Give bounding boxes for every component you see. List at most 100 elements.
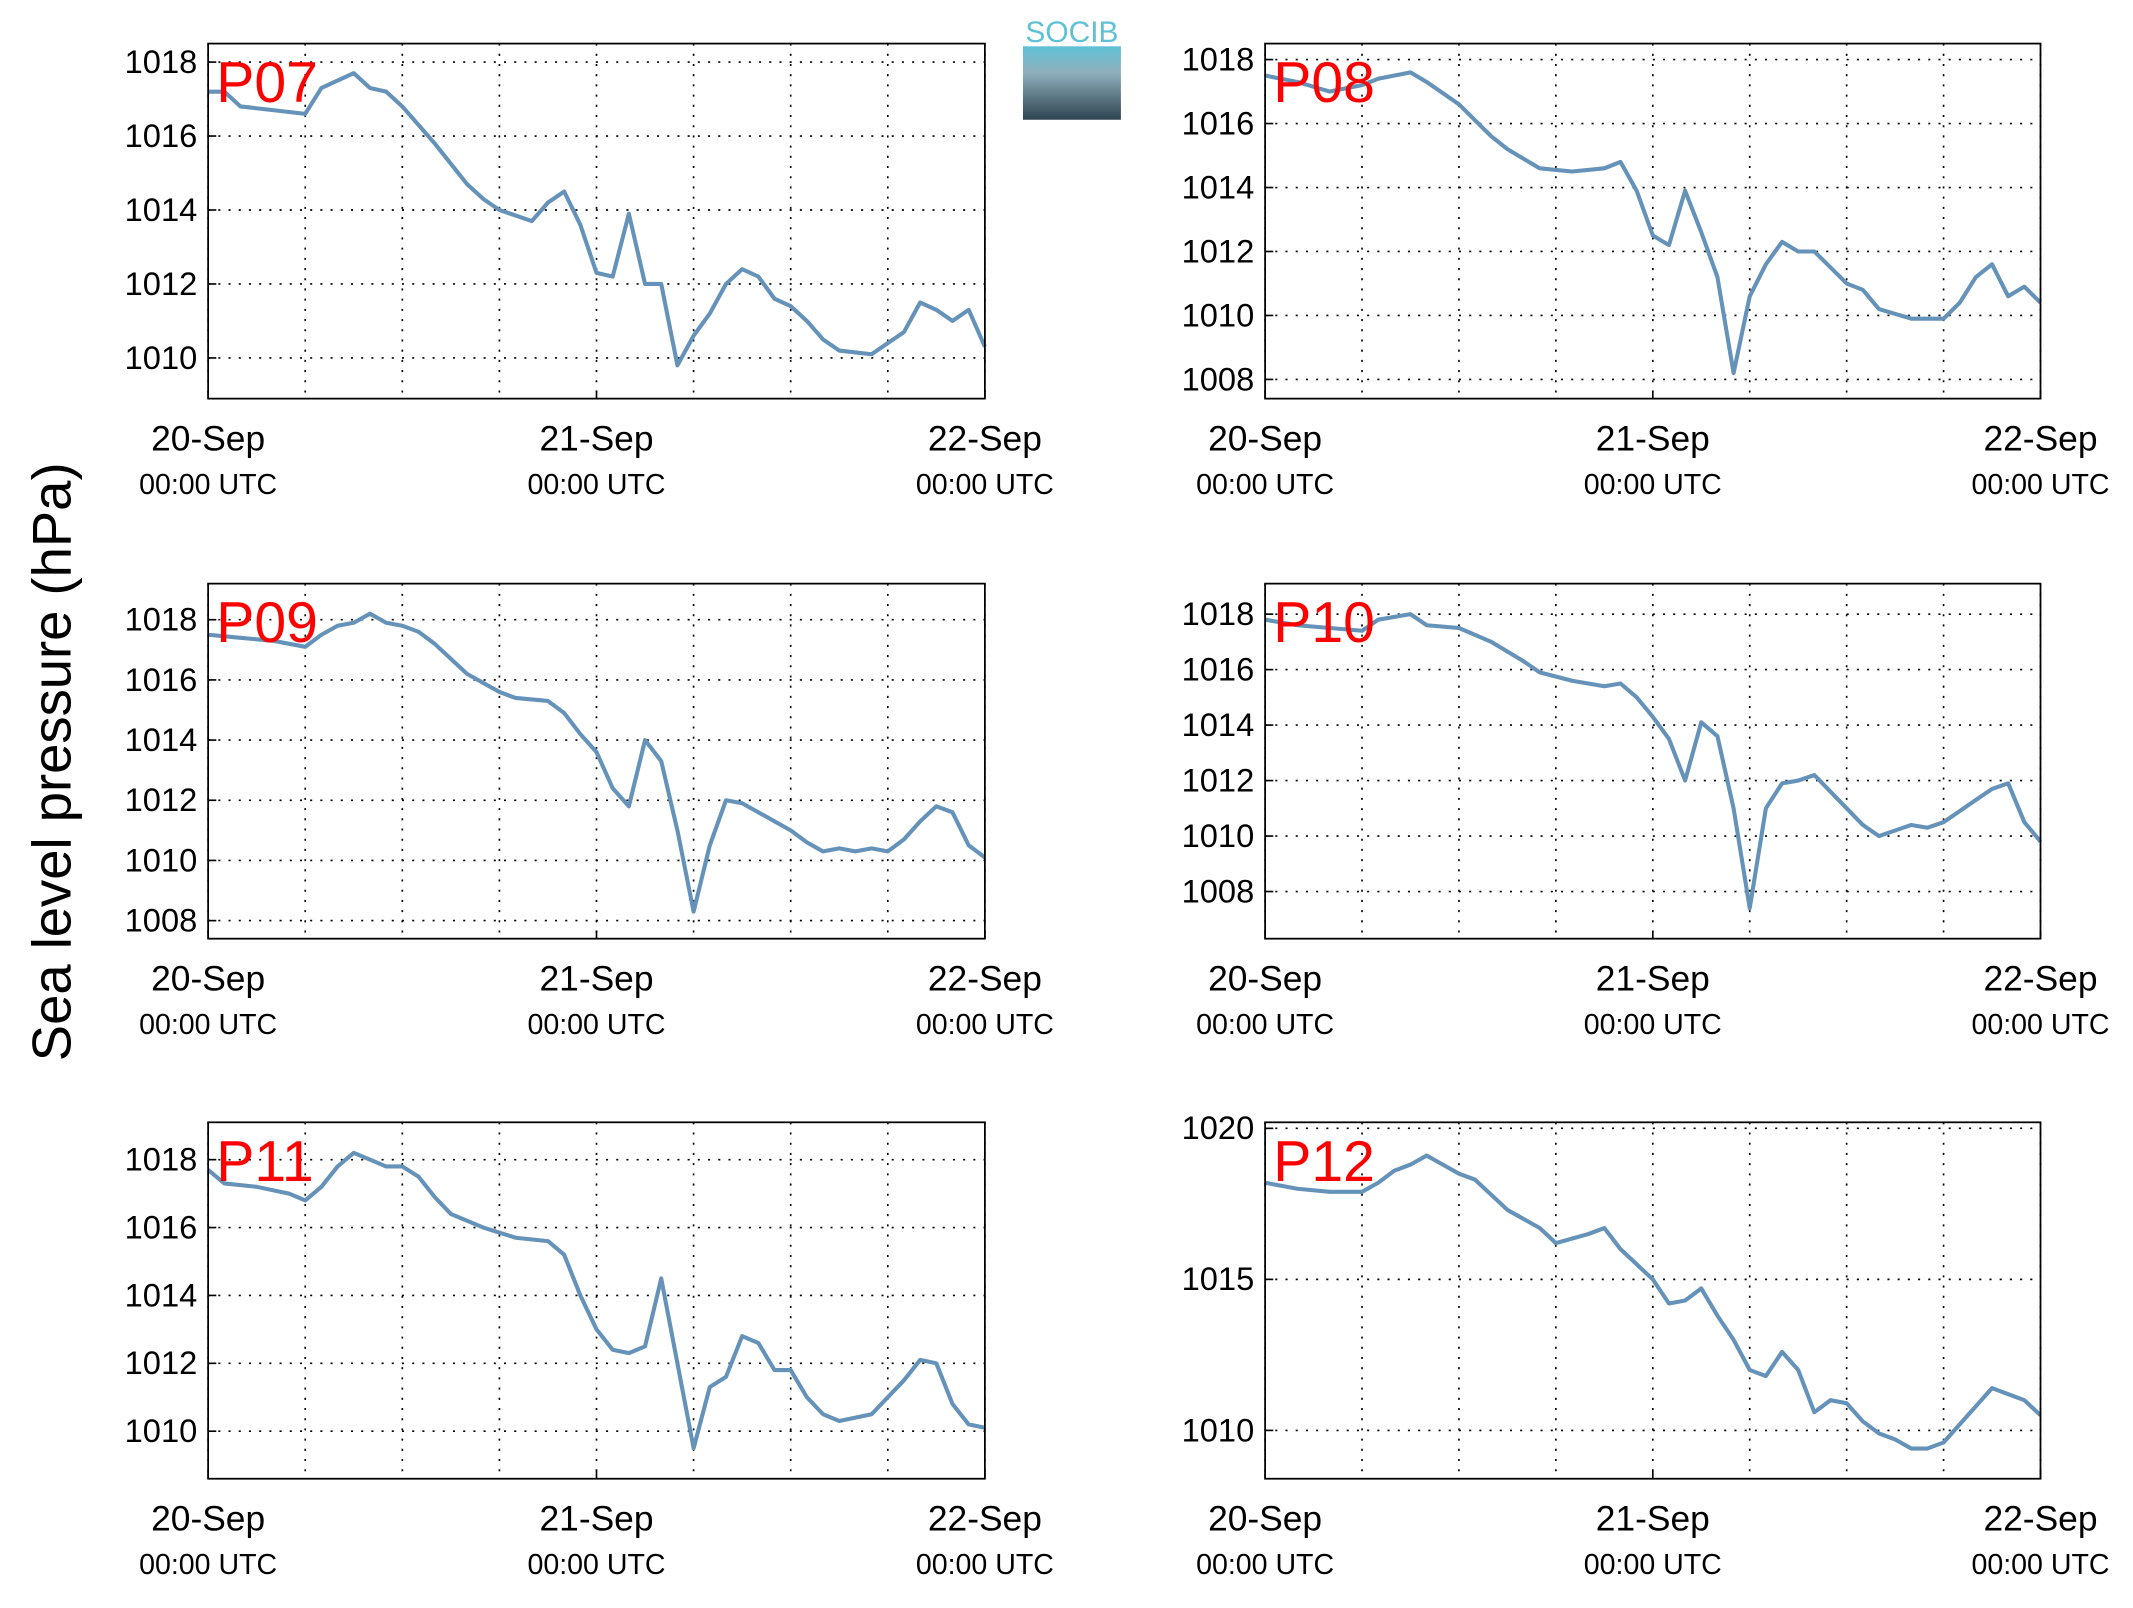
x-tick-sublabel: 00:00 UTC — [527, 469, 665, 501]
data-line — [206, 1150, 986, 1451]
y-tick-label: 1010 — [125, 841, 198, 878]
panel-title: P07 — [216, 51, 318, 115]
x-tick-label: 20-Sep — [151, 959, 265, 998]
y-tick-label: 1010 — [125, 1412, 198, 1449]
plot-frame — [1264, 42, 2042, 400]
y-tick-label: 1014 — [125, 191, 198, 228]
x-tick-sublabel: 00:00 UTC — [139, 1549, 277, 1581]
panel: 1010 1015 1020 20-Sep 00:00 UTC 21-Sep 00:00 U… — [1182, 1109, 2110, 1581]
logo: SOCIB — [1022, 16, 1121, 120]
plot-area — [1265, 43, 2041, 399]
plot-area — [1265, 1122, 2041, 1479]
y-axis-label: Sea level pressure (hPa) — [22, 462, 83, 1061]
y-tick-label: 1018 — [1182, 595, 1255, 632]
y-tick-label: 1012 — [1182, 232, 1255, 269]
y-tick-label: 1012 — [125, 265, 198, 302]
y-tick-label: 1016 — [125, 117, 198, 154]
y-tick-label: 1020 — [1182, 1109, 1255, 1146]
x-tick-label: 20-Sep — [151, 419, 265, 458]
y-tick-label: 1008 — [125, 902, 198, 939]
data-line — [1264, 70, 2042, 376]
plot-frame — [1264, 1121, 2042, 1480]
panel-title: P10 — [1273, 591, 1375, 655]
x-tick-label: 20-Sep — [1208, 419, 1322, 458]
x-tick-label: 21-Sep — [1596, 959, 1710, 998]
panel: 1008 1010 1012 1014 1016 1018 20-Sep 00:00 UTC 2… — [125, 582, 1054, 1041]
y-tick-label: 1010 — [1182, 296, 1255, 333]
x-tick-sublabel: 00:00 UTC — [139, 469, 277, 501]
panel: 1008 1010 1012 1014 1016 1018 20-Sep 00:00 UTC 2… — [1182, 582, 2110, 1041]
x-tick-label: 22-Sep — [928, 1499, 1042, 1538]
y-tick-label: 1008 — [1182, 360, 1255, 397]
x-tick-label: 22-Sep — [928, 419, 1042, 458]
y-tick-label: 1018 — [125, 43, 198, 80]
plot-frame — [207, 42, 986, 400]
y-tick-label: 1018 — [125, 1141, 198, 1178]
y-tick-label: 1010 — [1182, 817, 1255, 854]
y-tick-label: 1016 — [125, 1208, 198, 1245]
x-tick-label: 21-Sep — [539, 1499, 653, 1538]
x-tick-label: 22-Sep — [1983, 419, 2097, 458]
x-tick-sublabel: 00:00 UTC — [1584, 1009, 1722, 1041]
data-line — [208, 71, 987, 368]
y-tick-label: 1016 — [1182, 650, 1255, 687]
x-tick-label: 21-Sep — [1596, 419, 1710, 458]
x-tick-sublabel: 00:00 UTC — [527, 1549, 665, 1581]
y-tick-label: 1015 — [1182, 1260, 1255, 1297]
x-tick-sublabel: 00:00 UTC — [527, 1009, 665, 1041]
x-tick-sublabel: 00:00 UTC — [916, 1009, 1054, 1041]
y-tick-label: 1016 — [1182, 104, 1255, 141]
y-tick-label: 1016 — [125, 661, 198, 698]
y-tick-label: 1018 — [125, 601, 198, 638]
x-tick-label: 22-Sep — [928, 959, 1042, 998]
y-tick-label: 1012 — [1182, 761, 1255, 798]
y-tick-label: 1012 — [125, 781, 198, 818]
y-tick-label: 1010 — [125, 339, 198, 376]
x-tick-label: 21-Sep — [539, 959, 653, 998]
x-tick-sublabel: 00:00 UTC — [1196, 469, 1334, 501]
panel: 1010 1012 1014 1016 1018 20-Sep 00:00 UTC 21-Se… — [125, 42, 1054, 501]
logo-text: SOCIB — [1025, 16, 1118, 49]
x-tick-label: 20-Sep — [1208, 1499, 1322, 1538]
x-tick-sublabel: 00:00 UTC — [1584, 1549, 1722, 1581]
x-tick-sublabel: 00:00 UTC — [139, 1009, 277, 1041]
x-tick-label: 21-Sep — [539, 419, 653, 458]
panel-title: P11 — [216, 1130, 313, 1194]
x-tick-sublabel: 00:00 UTC — [916, 1549, 1054, 1581]
y-tick-label: 1014 — [125, 1276, 198, 1313]
x-tick-sublabel: 00:00 UTC — [1971, 1549, 2109, 1581]
y-tick-label: 1014 — [125, 721, 198, 758]
x-tick-label: 21-Sep — [1596, 1499, 1710, 1538]
x-tick-label: 20-Sep — [1208, 959, 1322, 998]
x-tick-label: 22-Sep — [1983, 959, 2097, 998]
panel: 1008 1010 1012 1014 1016 1018 20-Sep 00:00 UTC 2… — [1182, 40, 2110, 500]
x-tick-label: 20-Sep — [151, 1499, 265, 1538]
data-line — [207, 611, 987, 914]
plot-area — [208, 583, 985, 939]
data-line — [1264, 612, 2043, 911]
y-tick-label: 1010 — [1182, 1411, 1255, 1448]
y-tick-label: 1012 — [125, 1344, 198, 1381]
panel: 1010 1012 1014 1016 1018 20-Sep 00:00 UTC 21-Se… — [125, 1121, 1054, 1581]
panel-title: P12 — [1273, 1130, 1375, 1194]
plot-frame — [1264, 582, 2042, 940]
plot-frame — [207, 582, 986, 940]
x-tick-sublabel: 00:00 UTC — [1584, 469, 1722, 501]
panel-title: P09 — [216, 591, 318, 655]
x-tick-sublabel: 00:00 UTC — [1971, 1009, 2109, 1041]
y-tick-label: 1008 — [1182, 872, 1255, 909]
logo-box — [1022, 46, 1121, 120]
plot-area — [208, 1122, 985, 1479]
x-tick-sublabel: 00:00 UTC — [1971, 469, 2109, 501]
x-tick-sublabel: 00:00 UTC — [916, 469, 1054, 501]
plot-frame — [207, 1121, 986, 1480]
y-tick-label: 1014 — [1182, 168, 1255, 205]
x-tick-label: 22-Sep — [1983, 1499, 2097, 1538]
data-line — [1264, 1153, 2042, 1451]
x-tick-sublabel: 00:00 UTC — [1196, 1549, 1334, 1581]
y-tick-label: 1018 — [1182, 40, 1255, 77]
plot-area — [1265, 583, 2041, 939]
x-tick-sublabel: 00:00 UTC — [1196, 1009, 1334, 1041]
y-tick-label: 1014 — [1182, 706, 1255, 743]
